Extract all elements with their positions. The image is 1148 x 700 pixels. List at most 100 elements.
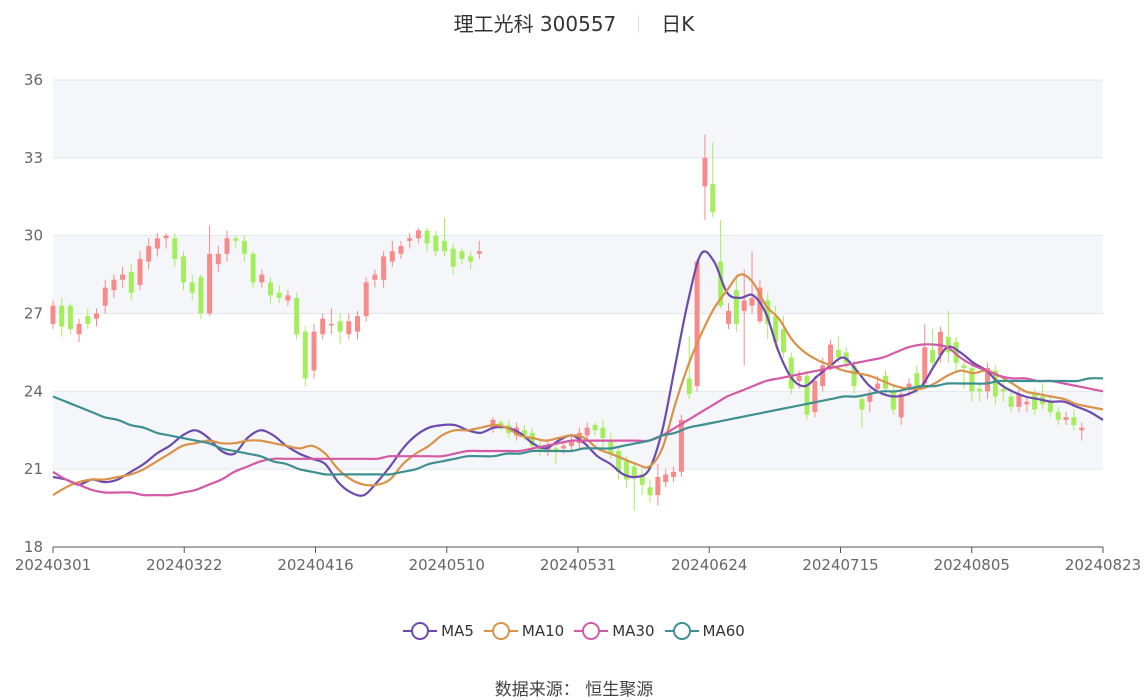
- candle-body: [671, 471, 677, 477]
- legend-item-ma30[interactable]: MA30: [574, 621, 655, 641]
- legend-marker-icon: [403, 621, 438, 641]
- candle-body: [710, 183, 716, 213]
- candle-body: [521, 430, 527, 436]
- candle-body: [415, 230, 421, 239]
- candle-body: [189, 282, 195, 293]
- candle-body: [285, 295, 291, 301]
- candle-body: [985, 367, 991, 392]
- candle-body: [398, 246, 404, 254]
- candle-body: [450, 248, 456, 267]
- candle-body: [442, 240, 447, 252]
- candle-body: [678, 419, 684, 472]
- candle-body: [498, 422, 504, 426]
- candle-body: [250, 253, 256, 283]
- candle-body: [616, 451, 622, 472]
- candle-body: [890, 391, 896, 410]
- y-tick-label: 24: [24, 382, 43, 400]
- x-tick-label: 20240531: [540, 556, 616, 574]
- candle-body: [233, 238, 239, 241]
- candle-body: [1055, 412, 1061, 420]
- x-tick-label: 20240322: [146, 556, 222, 574]
- candle-body: [898, 393, 904, 418]
- candle-body: [820, 365, 826, 387]
- candle-body: [977, 388, 983, 392]
- legend-label: MA30: [612, 622, 655, 640]
- candle-body: [584, 427, 590, 436]
- candle-body: [355, 316, 360, 332]
- candle-body: [914, 373, 920, 387]
- stock-name: 理工光科 300557: [453, 12, 617, 36]
- legend-item-ma10[interactable]: MA10: [483, 621, 565, 641]
- candle-body: [969, 367, 975, 392]
- y-tick-label: 33: [24, 149, 43, 167]
- ma-line-ma5: [52, 250, 1104, 497]
- candle-body: [663, 474, 669, 483]
- candle-body: [992, 370, 998, 397]
- legend: MA5 MA10 MA30 MA60: [0, 621, 1148, 645]
- candle-body: [655, 476, 661, 496]
- candle-body: [922, 347, 928, 384]
- candle-body: [490, 419, 496, 428]
- candle-body: [1063, 417, 1069, 420]
- candle-body: [1079, 427, 1085, 431]
- candle-body: [1047, 401, 1053, 413]
- legend-label: MA10: [521, 622, 565, 640]
- candle-body: [215, 253, 221, 265]
- chart-title: 理工光科 300557 日K: [0, 8, 1148, 37]
- candle-body: [372, 274, 378, 280]
- candle-body: [198, 277, 204, 314]
- candle-body: [749, 297, 755, 306]
- candle-body: [128, 271, 134, 293]
- x-tick-label: 20240301: [15, 556, 91, 574]
- candle-body: [812, 380, 818, 413]
- candle-body: [76, 323, 82, 335]
- candle-body: [631, 466, 637, 477]
- period-label: 日K: [661, 12, 695, 36]
- candle-body: [796, 375, 802, 381]
- candle-body: [433, 235, 439, 252]
- candle-body: [961, 365, 967, 368]
- legend-label: MA5: [441, 622, 474, 640]
- candle-body: [311, 331, 317, 371]
- data-source: 数据来源： 恒生聚源: [494, 680, 654, 700]
- candle-body: [102, 287, 108, 306]
- grid-band: [53, 80, 1103, 158]
- candle-body: [694, 261, 700, 387]
- candle-body: [294, 297, 300, 335]
- candle-body: [181, 256, 186, 283]
- candle-body: [718, 261, 724, 306]
- candle-body: [788, 357, 794, 389]
- candle-body: [686, 378, 692, 394]
- legend-item-ma60[interactable]: MA60: [664, 621, 745, 641]
- candle-body: [302, 331, 308, 379]
- candle-body: [937, 331, 943, 356]
- x-tick-label: 20240715: [802, 556, 878, 574]
- x-tick-label: 20240416: [277, 556, 353, 574]
- legend-marker-icon: [664, 621, 699, 641]
- candle-body: [59, 305, 65, 327]
- candle-body: [600, 427, 606, 439]
- candle-body: [111, 279, 117, 291]
- candle-body: [207, 253, 213, 314]
- candle-body: [468, 256, 474, 262]
- kline-chart: 18 21 24 27 30 33 36 20240301 20240322 20240416 20…: [15, 71, 1141, 574]
- candle-body: [906, 383, 912, 389]
- candle-body: [67, 305, 73, 330]
- candle-body: [1071, 417, 1077, 426]
- candle-body: [459, 251, 465, 260]
- legend-label: MA60: [702, 622, 745, 640]
- candle-body: [592, 425, 598, 431]
- candle-body: [569, 440, 574, 446]
- candle-body: [623, 461, 629, 480]
- y-tick-label: 21: [24, 460, 43, 478]
- candle-body: [120, 274, 126, 280]
- candle-body: [553, 448, 559, 452]
- candle-body: [241, 240, 247, 254]
- candle-body: [765, 300, 771, 324]
- legend-item-ma5[interactable]: MA5: [403, 621, 474, 641]
- y-tick-label: 18: [24, 538, 43, 556]
- candle-body: [741, 300, 747, 311]
- candle-body: [337, 321, 343, 332]
- candle-body: [276, 292, 282, 298]
- candle-body: [381, 256, 387, 280]
